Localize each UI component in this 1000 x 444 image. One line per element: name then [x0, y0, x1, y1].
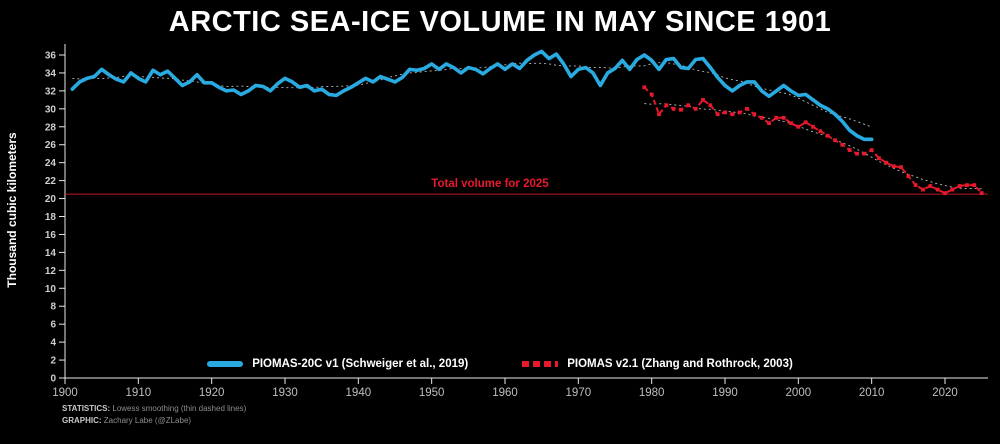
svg-text:28: 28 — [45, 122, 57, 133]
svg-text:1960: 1960 — [492, 387, 518, 399]
svg-text:20: 20 — [45, 194, 57, 205]
svg-text:8: 8 — [50, 302, 56, 313]
red-dashed-swatch-icon — [522, 361, 559, 367]
svg-text:1920: 1920 — [199, 387, 225, 399]
svg-text:30: 30 — [45, 104, 57, 115]
reference-line-label: Total volume for 2025 — [431, 178, 549, 191]
svg-text:1970: 1970 — [566, 387, 592, 399]
footer-statistics-text: Lowess smoothing (thin dashed lines) — [110, 404, 247, 413]
legend-item-piomas21: PIOMAS v2.1 (Zhang and Rothrock, 2003) — [522, 358, 793, 370]
svg-text:1980: 1980 — [639, 387, 665, 399]
footer-statistics-line: STATISTICS: Lowess smoothing (thin dashe… — [62, 403, 246, 415]
legend-label-piomas21: PIOMAS v2.1 (Zhang and Rothrock, 2003) — [567, 358, 793, 370]
blue-line-swatch-icon — [207, 361, 244, 367]
svg-text:2010: 2010 — [859, 387, 885, 399]
svg-text:2020: 2020 — [932, 387, 958, 399]
svg-text:12: 12 — [45, 266, 57, 277]
footer-graphic-line: GRAPHIC: Zachary Labe (@ZLabe) — [62, 415, 246, 427]
svg-text:1930: 1930 — [272, 387, 298, 399]
svg-text:32: 32 — [45, 86, 57, 97]
svg-text:4: 4 — [50, 338, 56, 349]
chart-title: ARCTIC SEA-ICE VOLUME IN MAY SINCE 1901 — [168, 6, 832, 38]
svg-text:2000: 2000 — [786, 387, 812, 399]
footer-statistics-label: STATISTICS: — [62, 404, 111, 413]
footer-graphic-text: Zachary Labe (@ZLabe) — [101, 416, 192, 425]
svg-text:36: 36 — [45, 51, 57, 62]
svg-text:24: 24 — [45, 158, 57, 169]
svg-text:26: 26 — [45, 140, 57, 151]
legend: PIOMAS-20C v1 (Schweiger et al., 2019) P… — [0, 358, 1000, 370]
svg-text:1900: 1900 — [52, 387, 78, 399]
svg-text:1910: 1910 — [126, 387, 152, 399]
svg-text:6: 6 — [50, 320, 56, 331]
svg-text:1950: 1950 — [419, 387, 445, 399]
footer-credits: STATISTICS: Lowess smoothing (thin dashe… — [62, 403, 246, 427]
svg-text:16: 16 — [45, 230, 57, 241]
svg-text:34: 34 — [45, 68, 57, 79]
svg-text:10: 10 — [45, 284, 57, 295]
svg-text:18: 18 — [45, 212, 57, 223]
footer-graphic-label: GRAPHIC: — [62, 416, 102, 425]
legend-label-piomas20c: PIOMAS-20C v1 (Schweiger et al., 2019) — [252, 358, 469, 370]
svg-text:22: 22 — [45, 176, 57, 187]
legend-item-piomas20c: PIOMAS-20C v1 (Schweiger et al., 2019) — [207, 358, 468, 370]
svg-text:1940: 1940 — [346, 387, 372, 399]
svg-text:14: 14 — [45, 248, 57, 259]
svg-text:2: 2 — [50, 356, 56, 367]
svg-text:1990: 1990 — [712, 387, 738, 399]
svg-text:0: 0 — [50, 374, 56, 385]
